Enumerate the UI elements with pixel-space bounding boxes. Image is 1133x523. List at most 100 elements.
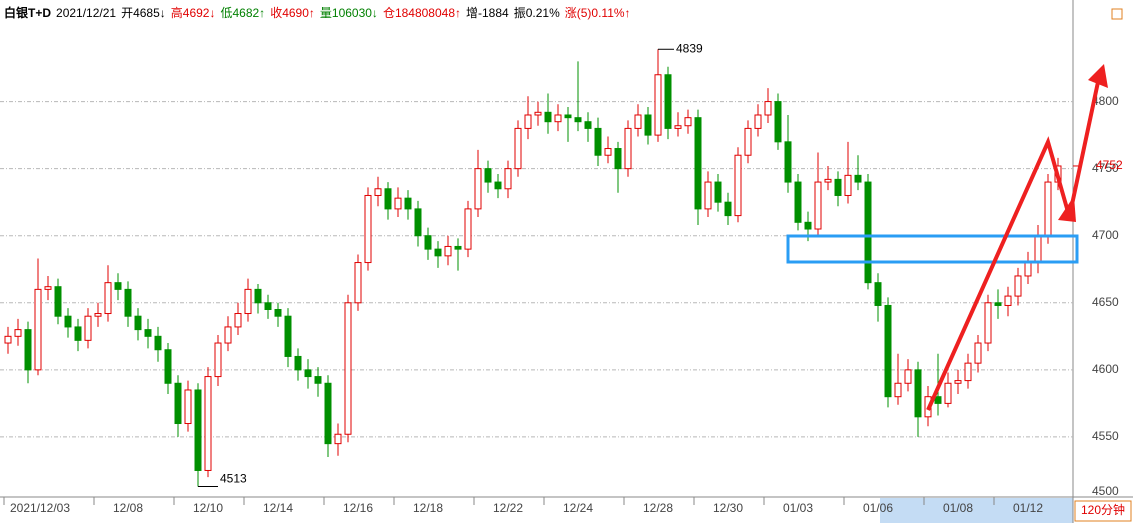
- candle-body: [954, 380, 962, 384]
- candle-body: [724, 201, 732, 217]
- candle-body: [134, 315, 142, 331]
- candle-body: [294, 355, 302, 371]
- candle-body: [664, 74, 672, 129]
- candle-body: [984, 302, 992, 344]
- candle-body: [1044, 181, 1052, 237]
- candle-body: [114, 282, 122, 290]
- corner-icon[interactable]: [1111, 8, 1123, 20]
- candle-body: [84, 315, 92, 341]
- plot: 4500 4550 4600 4650 4700 4750 4800 2021/12/03 12…: [0, 41, 1123, 515]
- candle-body: [764, 101, 772, 116]
- candle-body: [884, 304, 892, 398]
- candle-body: [444, 245, 452, 257]
- candle-body: [154, 335, 162, 351]
- candle-body: [464, 208, 472, 250]
- candle-body: [254, 288, 262, 304]
- candle-body: [744, 127, 752, 156]
- candle-body: [644, 114, 652, 136]
- header: 白银T+D 2021/12/21 开4685↓ 高4692↓ 低4682↑ 收4690↑ 量…: [4, 5, 631, 20]
- header-item: 白银T+D: [4, 5, 51, 20]
- x-tick-label: 2021/12/03: [10, 501, 70, 515]
- candle-body: [784, 141, 792, 183]
- candle-body: [4, 335, 12, 344]
- candle-body: [754, 114, 762, 129]
- candle-body: [344, 302, 352, 435]
- candle-body: [434, 248, 442, 257]
- candle-body: [364, 194, 372, 264]
- candle-body: [414, 208, 422, 237]
- x-tick-label: 12/24: [563, 501, 593, 515]
- candle-body: [674, 125, 682, 129]
- candle-body: [284, 315, 292, 357]
- candle-body: [594, 127, 602, 156]
- candle-body: [814, 181, 822, 230]
- candle-body: [684, 117, 692, 127]
- y-tick-label: 4550: [1092, 429, 1119, 443]
- x-tick-label: 01/06: [863, 501, 893, 515]
- candle-body: [544, 111, 552, 123]
- candle-body: [314, 376, 322, 384]
- low-label: 4513: [220, 472, 247, 486]
- candle-body: [874, 282, 882, 306]
- arrow-path: [926, 136, 1070, 411]
- high-label: 4839: [676, 41, 703, 55]
- y-tick-label: 4800: [1092, 94, 1119, 108]
- candle-body: [584, 121, 592, 129]
- candle-body: [504, 168, 512, 190]
- candle-body: [714, 181, 722, 203]
- x-tick-label: 01/12: [1013, 501, 1043, 515]
- y-tick-label: 4650: [1092, 295, 1119, 309]
- candle-body: [964, 362, 972, 382]
- candle-body: [124, 288, 132, 317]
- candle-body: [24, 329, 32, 371]
- candle-body: [534, 111, 542, 116]
- trend-arrows: [926, 64, 1108, 411]
- header-item: 收4690↑: [270, 6, 315, 20]
- candle-body: [774, 101, 782, 143]
- candle-body: [824, 178, 832, 183]
- x-tick-label: 12/28: [643, 501, 673, 515]
- x-tick-label: 12/14: [263, 501, 293, 515]
- x-tick-label: 12/18: [413, 501, 443, 515]
- candle-body: [574, 117, 582, 123]
- candle-body: [654, 74, 662, 136]
- x-tick-label: 01/08: [943, 501, 973, 515]
- header-item: 涨(5)0.11%↑: [565, 5, 631, 20]
- arrow-path: [1068, 81, 1100, 215]
- candle-body: [164, 349, 172, 384]
- candle-body: [604, 148, 612, 156]
- y-tick-label: 4600: [1092, 362, 1119, 376]
- support-zone: [786, 234, 1079, 264]
- candle-body: [34, 288, 42, 371]
- x-tick-label: 12/16: [343, 501, 373, 515]
- candle-body: [934, 396, 942, 404]
- candle-body: [214, 342, 222, 378]
- candle-body: [44, 286, 52, 290]
- candle-body: [694, 117, 702, 210]
- candle-body: [324, 382, 332, 445]
- header-item: 高4692↓: [171, 5, 216, 20]
- candle-body: [274, 308, 282, 317]
- arrow-head: [1088, 64, 1108, 88]
- candle-body: [474, 168, 482, 210]
- candle-body: [944, 382, 952, 404]
- candle-body: [804, 221, 812, 230]
- header-item: 2021/12/21: [56, 6, 116, 20]
- candle-body: [204, 376, 212, 471]
- candle-body: [194, 389, 202, 471]
- candle-body: [564, 114, 572, 119]
- candle-body: [334, 433, 342, 445]
- y-tick-label: 4500: [1092, 484, 1119, 498]
- candle-body: [994, 302, 1002, 306]
- candle-body: [54, 286, 62, 317]
- header-item: 增-1884: [466, 6, 509, 20]
- candle-body: [234, 313, 242, 328]
- y-tick-label: 4750: [1092, 161, 1119, 175]
- candle-body: [1034, 235, 1042, 264]
- period-box[interactable]: [1074, 500, 1132, 522]
- candle-body: [494, 181, 502, 190]
- period-label[interactable]: 120分钟: [1081, 502, 1125, 517]
- candle-body: [304, 369, 312, 378]
- candle-body: [864, 181, 872, 284]
